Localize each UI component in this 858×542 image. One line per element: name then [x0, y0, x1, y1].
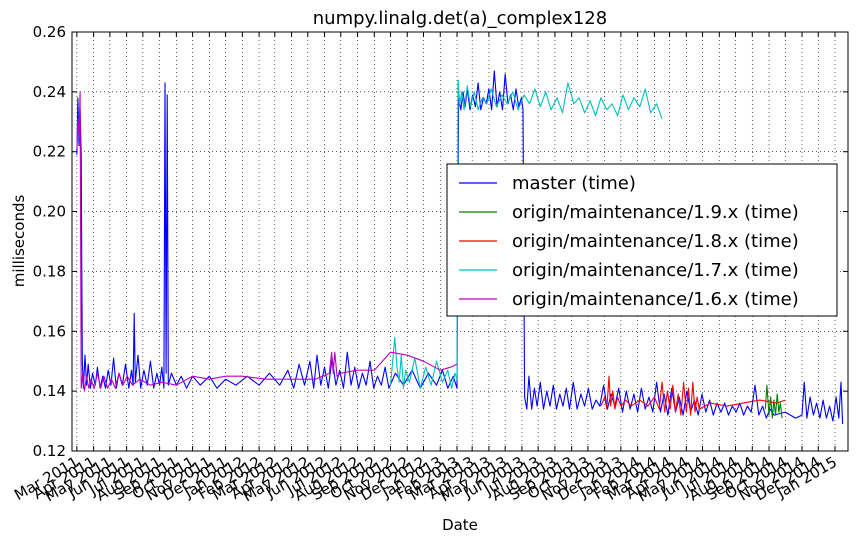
y-tick-label: 0.26: [33, 23, 66, 41]
series-layer: [76, 70, 844, 425]
legend-label: origin/maintenance/1.8.x (time): [512, 231, 799, 252]
series-line-2: [764, 384, 783, 419]
y-axis-title: milliseconds: [10, 195, 28, 288]
y-tick-label: 0.20: [33, 203, 66, 221]
y-tick-label: 0.22: [33, 143, 66, 161]
y-tick-label: 0.18: [33, 262, 66, 280]
legend: master (time) origin/maintenance/1.9.x (t…: [446, 163, 838, 317]
legend-label: master (time): [512, 173, 636, 194]
legend-label: origin/maintenance/1.9.x (time): [512, 202, 799, 223]
series-line-3: [600, 375, 786, 416]
legend-box: [446, 163, 838, 317]
x-axis-title: Date: [442, 516, 478, 534]
series-line-4: [389, 79, 663, 389]
plot-frame: [71, 31, 849, 452]
legend-label: origin/maintenance/1.7.x (time): [512, 260, 799, 281]
legend-label: origin/maintenance/1.6.x (time): [512, 289, 799, 310]
y-tick-label: 0.16: [33, 322, 66, 340]
y-tick-label: 0.24: [33, 83, 66, 101]
y-tick-label: 0.14: [33, 382, 66, 400]
chart-title: numpy.linalg.det(a)_complex128: [313, 8, 607, 29]
y-tick-label: 0.12: [33, 442, 66, 460]
series-line-1: [76, 70, 844, 425]
series-line-5: [76, 91, 458, 392]
